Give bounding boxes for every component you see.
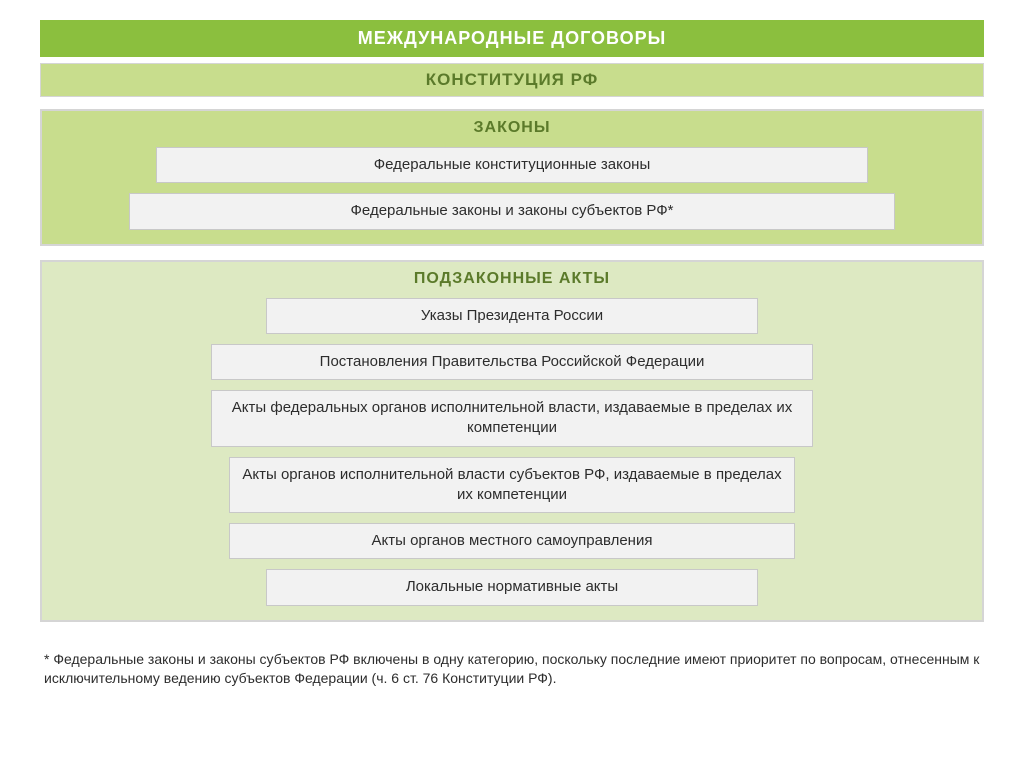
law-item: Федеральные законы и законы субъектов РФ… xyxy=(129,193,895,229)
sublegal-item: Локальные нормативные акты xyxy=(266,569,758,605)
sublegal-item: Постановления Правительства Российской Ф… xyxy=(211,344,813,380)
footnote: * Федеральные законы и законы субъектов … xyxy=(40,650,984,689)
header-constitution: КОНСТИТУЦИЯ РФ xyxy=(40,63,984,97)
group-laws: ЗАКОНЫ Федеральные конституционные закон… xyxy=(40,109,984,246)
sublegal-item: Указы Президента России xyxy=(266,298,758,334)
group-laws-title: ЗАКОНЫ xyxy=(56,119,968,137)
sublegal-item: Акты органов исполнительной власти субъе… xyxy=(229,457,794,514)
law-item: Федеральные конституционные законы xyxy=(156,147,867,183)
header-international-treaties: МЕЖДУНАРОДНЫЕ ДОГОВОРЫ xyxy=(40,20,984,57)
sublegal-item: Акты органов местного самоуправления xyxy=(229,523,794,559)
group-sublegal-title: ПОДЗАКОННЫЕ АКТЫ xyxy=(56,270,968,288)
group-sublegal-acts: ПОДЗАКОННЫЕ АКТЫ Указы Президента России… xyxy=(40,260,984,622)
sublegal-item: Акты федеральных органов исполнительной … xyxy=(211,390,813,447)
